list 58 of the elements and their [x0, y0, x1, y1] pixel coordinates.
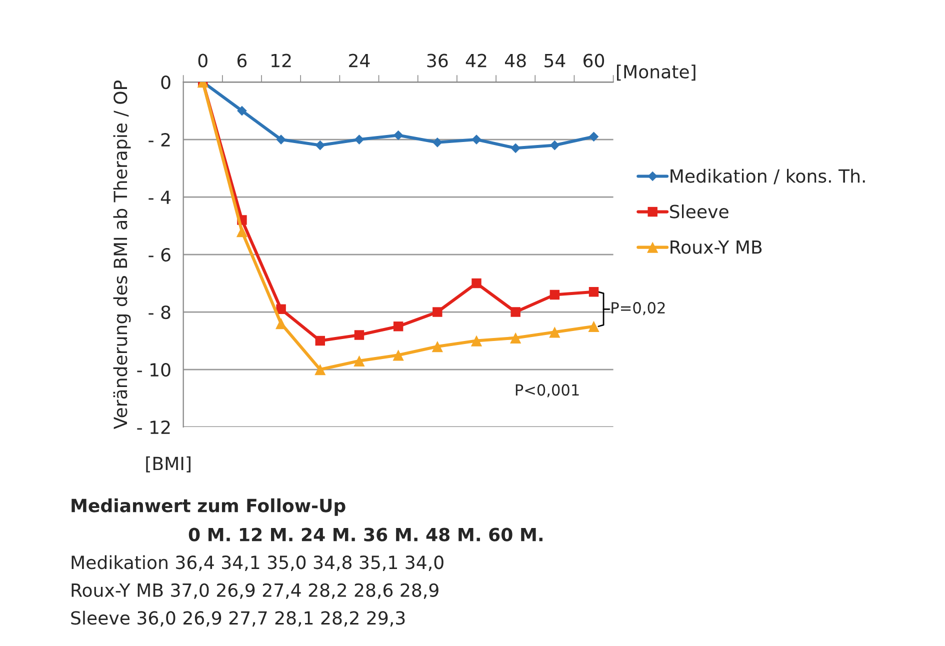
text: 0 M. 12 M. 24 M. 36 M. 48 M. 60 M.	[188, 528, 542, 542]
point	[393, 130, 404, 140]
point	[550, 140, 560, 150]
x-tick-label: 24	[349, 54, 370, 68]
x-tick-label: 60	[584, 54, 604, 68]
point	[315, 336, 325, 346]
text: Sleeve 36,0 26,9 27,7 28,1 28,2 29,3	[71, 610, 405, 627]
text: [BMI]	[146, 456, 190, 472]
y-axis-title: Veränderung des BMI ab Therapie / OP	[113, 80, 131, 430]
annotation: P<0,001	[516, 384, 579, 398]
point	[275, 318, 287, 330]
x-tick-label: 48	[504, 54, 526, 68]
point	[276, 304, 286, 314]
x-axis-title: [Monate]	[617, 64, 696, 81]
point	[432, 340, 443, 352]
point	[354, 330, 364, 340]
x-tick-label: 6	[237, 54, 247, 68]
point	[236, 226, 248, 238]
text: Roux-Y MB 37,0 26,9 27,4 28,2 28,6 28,9	[72, 583, 438, 599]
legend-label: Sleeve	[670, 204, 728, 218]
x-tick-label: 42	[466, 54, 486, 68]
point	[472, 134, 482, 144]
x-tick-label: 54	[544, 54, 566, 68]
legend-label: Medikation / kons. Th.	[670, 168, 865, 184]
point	[510, 332, 522, 344]
point	[237, 106, 247, 116]
point	[354, 355, 365, 366]
y-tick-label: - 4	[148, 190, 171, 204]
y-tick-label: - 8	[148, 305, 170, 320]
point	[432, 138, 442, 148]
point	[588, 132, 599, 142]
point	[276, 134, 286, 144]
x-tick-label: 36	[427, 54, 448, 68]
point	[510, 307, 520, 317]
point	[510, 143, 520, 154]
point	[354, 134, 364, 144]
y-tick-label: - 6	[148, 248, 170, 262]
point	[472, 278, 482, 288]
point	[588, 287, 599, 297]
legend-label: Roux-Y MB	[670, 240, 762, 254]
x-tick-label: 12	[272, 54, 291, 68]
point	[432, 307, 442, 317]
point	[393, 322, 404, 332]
point	[550, 290, 560, 300]
point	[392, 350, 404, 361]
point	[470, 335, 482, 346]
point	[314, 364, 326, 376]
point	[588, 320, 600, 332]
point	[549, 326, 560, 338]
x-tick-label: 0	[198, 54, 208, 68]
y-tick-label: 0	[161, 76, 170, 90]
point	[315, 140, 326, 150]
y-tick-label: - 10	[137, 362, 170, 377]
annotation: P=0,02	[612, 302, 665, 316]
y-tick-label: - 2	[148, 132, 170, 146]
text: Medianwert zum Follow-Up	[72, 498, 346, 516]
text: Medikation 36,4 34,1 35,0 34,8 35,1 34,0	[72, 555, 444, 572]
y-tick-label: - 12	[137, 420, 170, 434]
